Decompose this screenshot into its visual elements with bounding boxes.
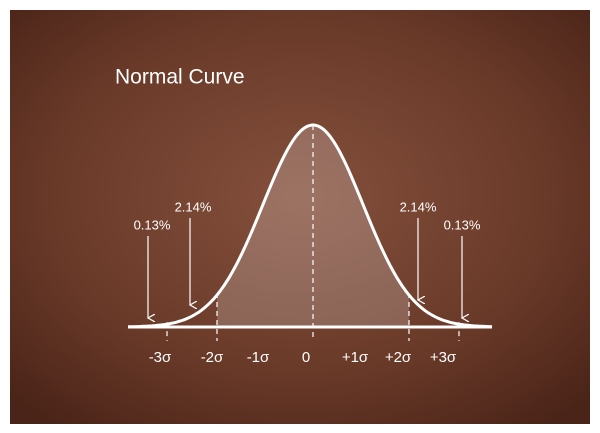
chalkboard (10, 10, 590, 424)
axis-label: +1σ (342, 349, 369, 366)
axis-label: 0 (302, 349, 310, 366)
annotations (148, 218, 462, 318)
title: Normal Curve (115, 66, 245, 89)
annotation: 2.14% (400, 199, 437, 214)
annotation: 0.13% (444, 217, 481, 232)
annotation: 2.14% (175, 199, 212, 214)
axis-label: +3σ (430, 349, 457, 366)
curve-line (128, 123, 493, 329)
annotation: 0.13% (134, 217, 171, 232)
axis-label: -3σ (149, 349, 172, 366)
axis-labels: -3σ -2σ -1σ 0 +1σ +2σ +3σ (149, 349, 457, 366)
axis-label: -2σ (201, 349, 224, 366)
axis-label: +2σ (385, 349, 412, 366)
axis-label: -1σ (247, 349, 270, 366)
normal-curve (128, 123, 493, 341)
